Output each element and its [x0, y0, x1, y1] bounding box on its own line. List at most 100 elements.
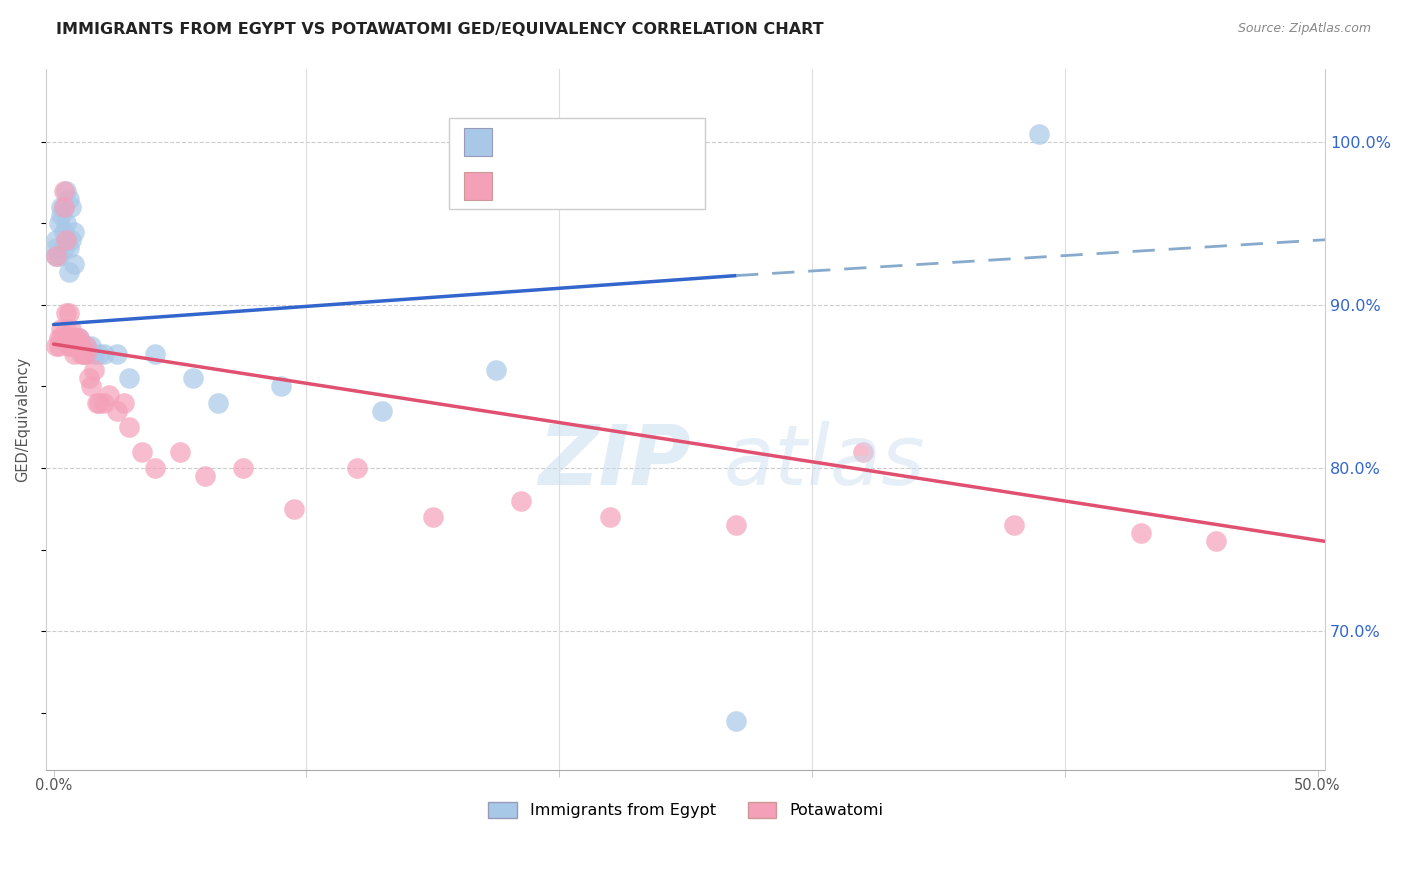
Point — [67, 330, 90, 344]
Point — [105, 404, 128, 418]
Point — [283, 501, 305, 516]
Bar — [464, 128, 492, 156]
Point — [52, 200, 75, 214]
Point — [80, 379, 103, 393]
Point — [207, 396, 229, 410]
Point — [181, 371, 204, 385]
Point — [87, 347, 110, 361]
Point — [55, 184, 77, 198]
Text: -0.231: -0.231 — [546, 172, 610, 190]
Point — [62, 330, 84, 344]
Point — [143, 347, 166, 361]
Point — [67, 339, 90, 353]
Point — [67, 339, 90, 353]
Point — [143, 461, 166, 475]
Point — [58, 306, 80, 320]
Point — [52, 241, 75, 255]
Point — [98, 387, 121, 401]
Point — [52, 225, 75, 239]
Point — [851, 444, 873, 458]
Point — [60, 200, 83, 214]
Point — [65, 330, 87, 344]
Point — [485, 363, 508, 377]
Point — [93, 347, 115, 361]
Point — [67, 330, 90, 344]
Point — [49, 200, 72, 214]
Text: 0.106: 0.106 — [546, 128, 603, 146]
Point — [75, 339, 97, 353]
Point — [55, 233, 77, 247]
Point — [725, 714, 748, 728]
Point — [45, 241, 67, 255]
Point — [510, 493, 533, 508]
Legend: Immigrants from Egypt, Potawatomi: Immigrants from Egypt, Potawatomi — [482, 796, 890, 825]
Text: N =: N = — [602, 172, 648, 190]
Point — [48, 339, 70, 353]
Text: Source: ZipAtlas.com: Source: ZipAtlas.com — [1237, 22, 1371, 36]
Point — [55, 322, 77, 336]
Point — [52, 184, 75, 198]
Point — [62, 347, 84, 361]
Text: atlas: atlas — [724, 421, 925, 501]
Text: 0.0%: 0.0% — [35, 778, 72, 793]
FancyBboxPatch shape — [449, 118, 704, 209]
Point — [45, 233, 67, 247]
Point — [60, 322, 83, 336]
Point — [55, 216, 77, 230]
Point — [62, 225, 84, 239]
Point — [49, 330, 72, 344]
Point — [75, 339, 97, 353]
Bar — [464, 172, 492, 201]
Point — [48, 249, 70, 263]
Point — [70, 339, 93, 353]
Point — [83, 347, 105, 361]
Point — [45, 249, 67, 263]
Point — [131, 444, 153, 458]
Text: N =: N = — [602, 128, 648, 146]
Text: ZIP: ZIP — [538, 421, 692, 501]
Point — [105, 347, 128, 361]
Point — [232, 461, 254, 475]
Point — [58, 192, 80, 206]
Point — [73, 347, 96, 361]
Point — [118, 420, 141, 434]
Point — [83, 363, 105, 377]
Point — [45, 249, 67, 263]
Point — [49, 208, 72, 222]
Point — [75, 347, 97, 361]
Point — [58, 265, 80, 279]
Point — [371, 404, 394, 418]
Point — [70, 339, 93, 353]
Point — [87, 396, 110, 410]
Point — [169, 444, 191, 458]
Point — [65, 330, 87, 344]
Y-axis label: GED/Equivalency: GED/Equivalency — [15, 357, 30, 482]
Point — [77, 371, 100, 385]
Point — [73, 347, 96, 361]
Point — [112, 396, 135, 410]
Point — [599, 510, 621, 524]
Point — [58, 339, 80, 353]
Point — [48, 330, 70, 344]
Point — [45, 339, 67, 353]
Point — [194, 469, 217, 483]
Point — [725, 518, 748, 533]
Point — [1002, 518, 1025, 533]
Text: R =: R = — [505, 172, 541, 190]
Point — [118, 371, 141, 385]
Point — [60, 339, 83, 353]
Point — [270, 379, 292, 393]
Text: 50: 50 — [645, 172, 671, 190]
Text: IMMIGRANTS FROM EGYPT VS POTAWATOMI GED/EQUIVALENCY CORRELATION CHART: IMMIGRANTS FROM EGYPT VS POTAWATOMI GED/… — [56, 22, 824, 37]
Text: 50.0%: 50.0% — [1295, 778, 1341, 793]
Point — [55, 306, 77, 320]
Text: R =: R = — [505, 128, 541, 146]
Point — [1129, 526, 1152, 541]
Point — [62, 257, 84, 271]
Point — [58, 241, 80, 255]
Point — [93, 396, 115, 410]
Point — [1205, 534, 1227, 549]
Point — [48, 216, 70, 230]
Point — [86, 396, 108, 410]
Point — [1028, 127, 1050, 141]
